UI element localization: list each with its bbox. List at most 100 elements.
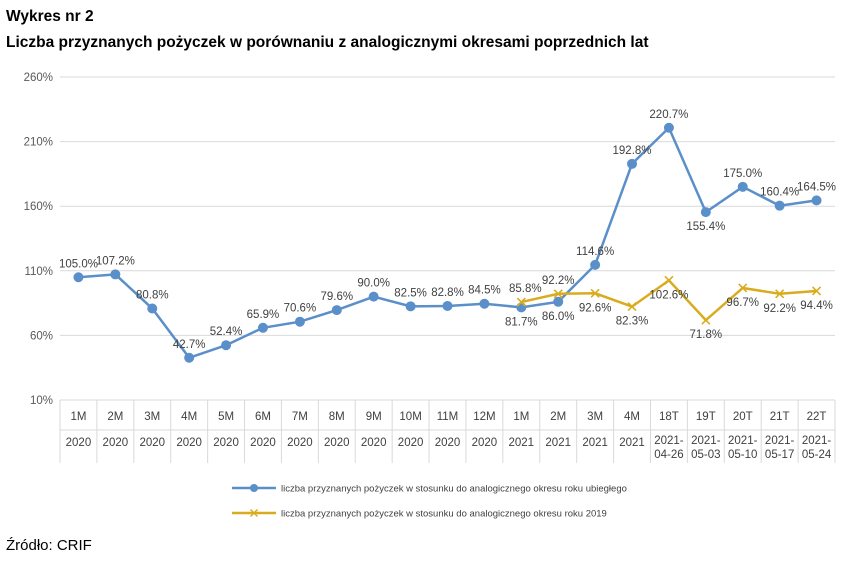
data-point [663, 122, 674, 133]
data-point [516, 297, 526, 307]
data-label: 81.7% [505, 316, 538, 328]
data-point [627, 302, 637, 312]
chart-number-label: Wykres nr 2 [6, 8, 94, 25]
data-point [331, 305, 342, 316]
x-tick-label: 4M [181, 411, 197, 423]
x-tick-sublabel: 2021 [509, 437, 535, 449]
x-tick-label: 8M [329, 411, 345, 423]
data-point [368, 291, 379, 302]
x-tick-sublabel: 2020 [435, 437, 461, 449]
x-tick-sublabel: 2021 [582, 437, 608, 449]
x-tick-label: 21T [770, 411, 790, 423]
x-tick-sublabel: 2021- [802, 435, 832, 447]
data-label: 71.8% [690, 329, 723, 341]
legend-marker [249, 508, 259, 518]
line-chart: 10% 60% 110% 160% 210% 260% 1M 2020 2M 2020 3M 2020… [24, 72, 836, 520]
data-label: 86.0% [542, 311, 575, 323]
data-point [811, 195, 822, 206]
x-tick-sublabel: 05-17 [765, 449, 794, 461]
x-tick-sublabel: 2021 [545, 437, 571, 449]
data-point [664, 275, 674, 285]
y-tick-label: 210% [24, 137, 53, 149]
chart-title: Liczba przyznanych pożyczek w porównaniu… [6, 34, 649, 51]
data-point [553, 289, 563, 299]
data-label: 84.5% [468, 285, 501, 297]
data-point [701, 315, 711, 325]
data-label: 96.7% [726, 297, 759, 309]
y-tick-label: 60% [30, 330, 53, 342]
data-point [184, 352, 195, 363]
data-point [738, 283, 748, 293]
y-tick-label: 10% [30, 395, 53, 407]
data-label: 82.5% [394, 287, 427, 299]
x-tick-sublabel: 05-10 [728, 449, 757, 461]
data-label: 92.2% [542, 275, 575, 287]
data-label: 82.3% [616, 316, 649, 328]
data-point [221, 340, 232, 351]
data-point [737, 181, 748, 192]
data-label: 107.2% [96, 255, 135, 267]
data-point [257, 322, 268, 333]
data-point [479, 298, 490, 309]
data-label: 220.7% [649, 109, 688, 121]
x-tick-sublabel: 2020 [213, 437, 239, 449]
data-label: 94.4% [800, 300, 833, 312]
source-note: Źródło: CRIF [6, 537, 92, 554]
legend-marker [250, 484, 258, 492]
data-point [516, 302, 527, 313]
x-tick-sublabel: 05-03 [691, 449, 720, 461]
data-label: 65.9% [247, 309, 280, 321]
data-label: 102.6% [649, 289, 688, 301]
x-tick-label: 1M [70, 411, 86, 423]
y-tick-label: 260% [24, 72, 53, 84]
data-point [775, 289, 785, 299]
x-tick-label: 4M [624, 411, 640, 423]
data-label: 92.6% [579, 302, 612, 314]
data-point [294, 316, 305, 327]
x-tick-label: 3M [587, 411, 603, 423]
data-label: 92.2% [763, 303, 796, 315]
x-tick-sublabel: 2021 [619, 437, 645, 449]
series-line [78, 125, 817, 360]
data-label: 85.8% [509, 283, 542, 295]
data-label: 90.0% [357, 278, 390, 290]
data-label: 42.7% [173, 339, 206, 351]
x-tick-label: 12M [473, 411, 495, 423]
x-tick-label: 20T [733, 411, 753, 423]
x-tick-sublabel: 2020 [287, 437, 313, 449]
data-label: 175.0% [723, 168, 762, 180]
data-point [590, 288, 600, 298]
x-tick-sublabel: 04-26 [654, 449, 683, 461]
data-point [553, 296, 564, 307]
data-label: 192.8% [613, 145, 652, 157]
x-tick-label: 1M [513, 411, 529, 423]
data-point [442, 300, 453, 311]
x-tick-sublabel: 2021- [654, 435, 684, 447]
data-label: 105.0% [59, 258, 98, 270]
x-tick-sublabel: 2020 [103, 437, 129, 449]
x-tick-label: 11M [437, 411, 459, 423]
data-label: 155.4% [686, 221, 725, 233]
y-tick-label: 160% [24, 201, 53, 213]
x-tick-label: 6M [255, 411, 271, 423]
x-tick-sublabel: 2020 [398, 437, 424, 449]
x-tick-sublabel: 2020 [176, 437, 202, 449]
data-label: 79.6% [320, 291, 353, 303]
legend-label: liczba przyznanych pożyczek w stosunku d… [281, 484, 627, 495]
data-point [110, 269, 121, 280]
x-tick-sublabel: 2020 [472, 437, 498, 449]
x-tick-sublabel: 2021- [728, 435, 758, 447]
x-tick-label: 18T [659, 411, 679, 423]
x-tick-sublabel: 2020 [250, 437, 276, 449]
x-tick-label: 3M [144, 411, 160, 423]
legend-label: liczba przyznanych pożyczek w stosunku d… [281, 509, 607, 520]
x-tick-sublabel: 2020 [139, 437, 165, 449]
x-tick-sublabel: 2021- [765, 435, 795, 447]
data-point [147, 303, 158, 314]
x-tick-label: 2M [107, 411, 123, 423]
x-tick-label: 9M [366, 411, 382, 423]
data-label: 52.4% [210, 326, 243, 338]
x-tick-label: 2M [550, 411, 566, 423]
data-label: 164.5% [797, 181, 836, 193]
x-tick-sublabel: 2020 [66, 437, 92, 449]
